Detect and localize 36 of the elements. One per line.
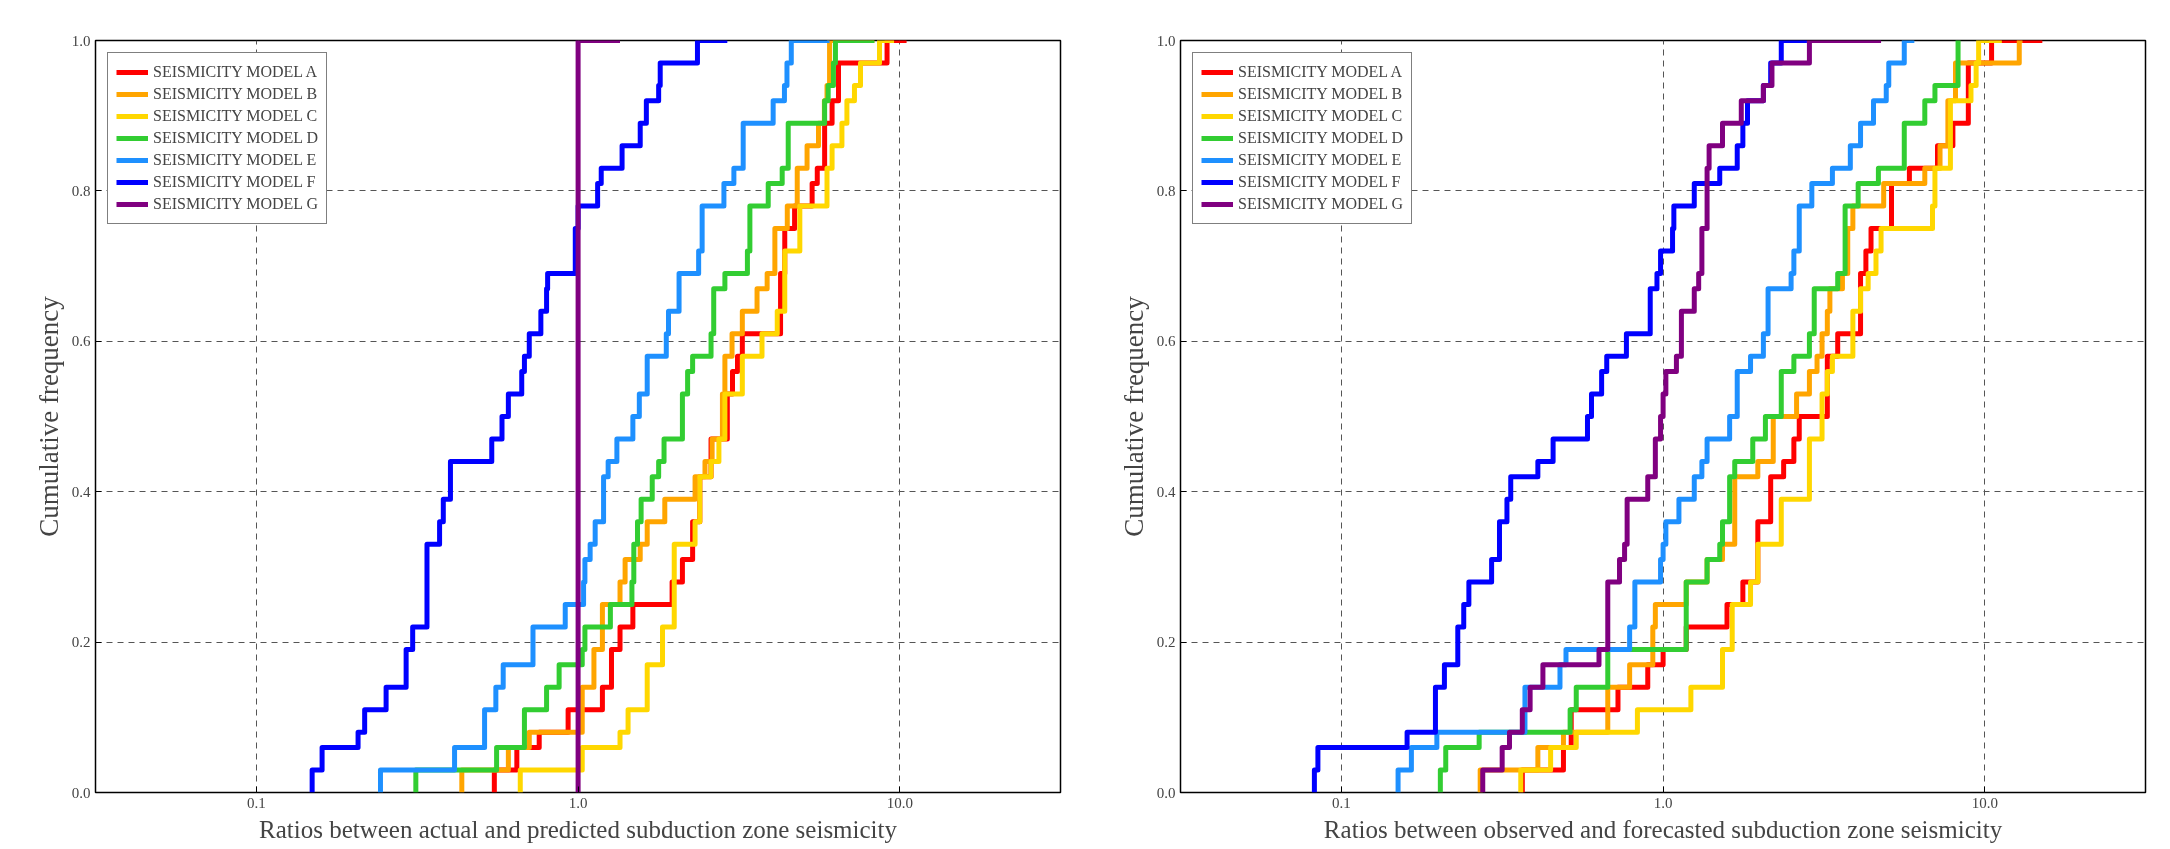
y-tick-label: 1.0 <box>71 32 91 49</box>
y-tick-label: 0.8 <box>1156 182 1176 199</box>
y-tick-label: 0.0 <box>71 784 91 801</box>
legend-label: SEISMICITY MODEL C <box>153 106 318 126</box>
x-tick-label: 1.0 <box>568 794 588 811</box>
legend-label: SEISMICITY MODEL C <box>1238 106 1403 126</box>
legend-label: SEISMICITY MODEL D <box>1238 128 1404 148</box>
legend-label: SEISMICITY MODEL F <box>1238 172 1401 192</box>
legend-label: SEISMICITY MODEL G <box>1238 194 1404 214</box>
x-tick-label: 10.0 <box>1971 794 1998 811</box>
legend-label: SEISMICITY MODEL E <box>153 150 317 170</box>
x-tick-label: 0.1 <box>1332 794 1351 811</box>
y-tick-label: 0.6 <box>1156 333 1176 350</box>
legend-label: SEISMICITY MODEL G <box>153 194 319 214</box>
x-axis-title: Ratios between observed and forecasted subduction zone seismicity <box>1323 815 2003 843</box>
legend-label: SEISMICITY MODEL A <box>153 62 318 82</box>
y-tick-label: 0.4 <box>71 483 91 500</box>
legend-label: SEISMICITY MODEL E <box>1238 150 1402 170</box>
legend-label: SEISMICITY MODEL A <box>1238 62 1403 82</box>
y-tick-label: 1.0 <box>1156 32 1176 49</box>
y-tick-label: 0.6 <box>71 333 91 350</box>
x-axis-title: Ratios between actual and predicted subduction zone seismicity <box>259 815 898 843</box>
x-tick-label: 0.1 <box>247 794 266 811</box>
legend-label: SEISMICITY MODEL D <box>153 128 319 148</box>
y-axis-title: Cumulative frequency <box>1118 295 1149 537</box>
legend-label: SEISMICITY MODEL F <box>153 172 316 192</box>
y-tick-label: 0.2 <box>1156 634 1176 651</box>
y-tick-label: 0.2 <box>71 634 91 651</box>
y-tick-label: 0.0 <box>1156 784 1176 801</box>
y-tick-label: 0.8 <box>71 182 91 199</box>
y-tick-label: 0.4 <box>1156 483 1176 500</box>
legend-label: SEISMICITY MODEL B <box>1238 84 1403 104</box>
x-tick-label: 1.0 <box>1653 794 1673 811</box>
x-tick-label: 10.0 <box>886 794 913 811</box>
legend-label: SEISMICITY MODEL B <box>153 84 318 104</box>
y-axis-title: Cumulative frequency <box>33 295 64 537</box>
